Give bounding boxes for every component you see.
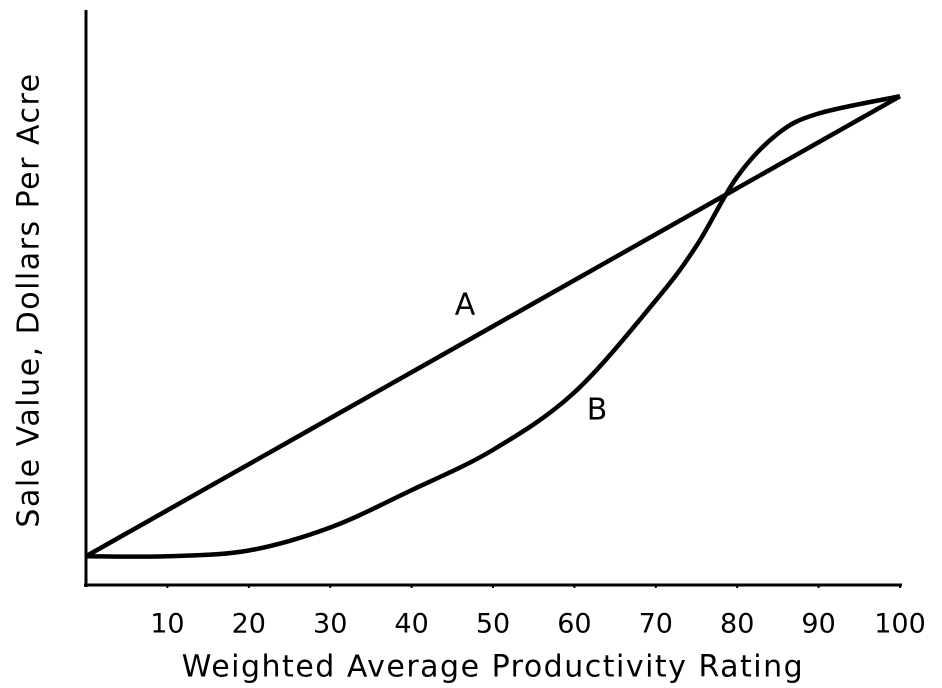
y-axis-title: Sale Value, Dollars Per Acre — [12, 72, 47, 527]
series-label: A — [455, 288, 476, 323]
x-tick-label: 30 — [313, 609, 347, 640]
x-tick-label: 60 — [557, 609, 591, 640]
x-tick-label: 40 — [394, 609, 428, 640]
x-tick-label: 10 — [150, 609, 184, 640]
series-label: B — [587, 393, 608, 428]
line — [84, 94, 902, 559]
x-tick-label: 20 — [232, 609, 266, 640]
x-tick-label: 70 — [639, 609, 673, 640]
x-tick-label: 90 — [801, 609, 835, 640]
x-tick-label: 100 — [874, 609, 926, 640]
x-axis-title: Weighted Average Productivity Rating — [182, 650, 804, 685]
line — [85, 94, 901, 559]
x-tick-label: 50 — [476, 609, 510, 640]
x-tick-label: 80 — [720, 609, 754, 640]
